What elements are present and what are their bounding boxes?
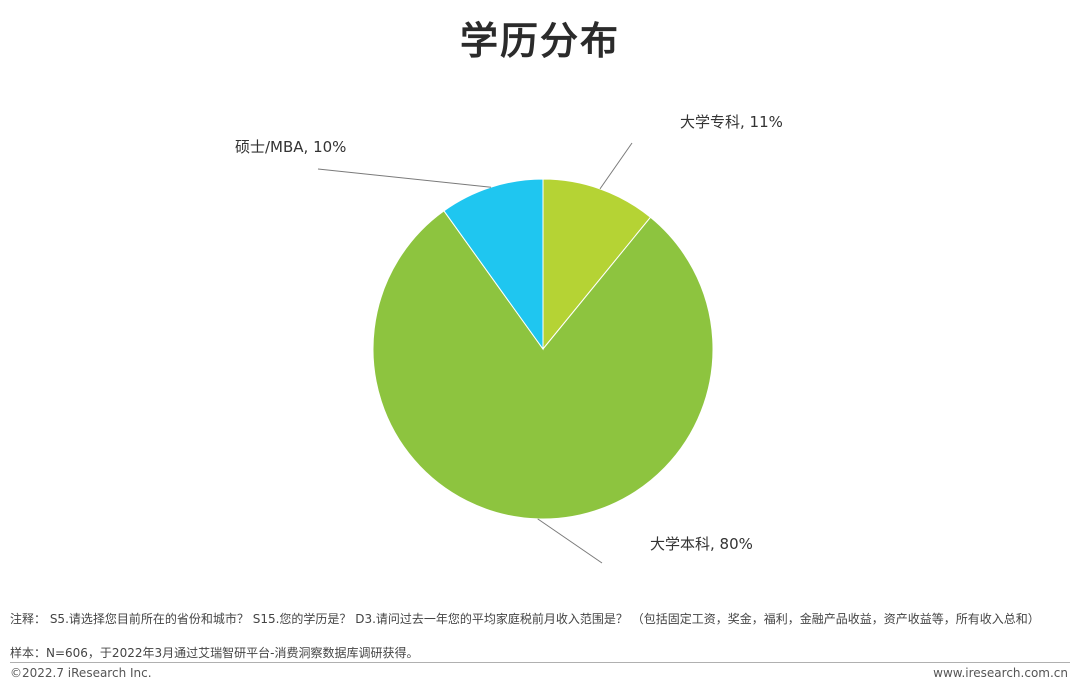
website-link[interactable]: www.iresearch.com.cn: [933, 666, 1068, 680]
pie-leader-lines: [317, 142, 633, 564]
pie-label-3: 硕士/MBA, 10%: [235, 138, 346, 156]
pie-chart: 大学专科, 11% 大学本科, 80% 硕士/MBA, 10%: [235, 113, 783, 564]
pie-labels: 大学专科, 11% 大学本科, 80% 硕士/MBA, 10%: [235, 113, 783, 553]
pie-label-1: 大学专科, 11%: [680, 113, 783, 131]
chart-title: 学历分布: [459, 19, 620, 63]
leader-line-3: [317, 168, 492, 188]
copyright-text: ©2022.7 iResearch Inc.: [10, 666, 152, 680]
pie-slices: [372, 178, 714, 520]
leader-line-2: [537, 518, 603, 564]
footnote-sample: 样本：N=606，于2022年3月通过艾瑞智研平台-消费洞察数据库调研获得。: [10, 646, 419, 660]
footer-divider: [10, 662, 1070, 663]
leader-line-1: [599, 142, 633, 190]
pie-label-2: 大学本科, 80%: [650, 535, 753, 553]
footnote-note: 注释： S5.请选择您目前所在的省份和城市？ S15.您的学历是？ D3.请问过…: [10, 612, 1040, 626]
pie-slice-1: [542, 178, 652, 351]
